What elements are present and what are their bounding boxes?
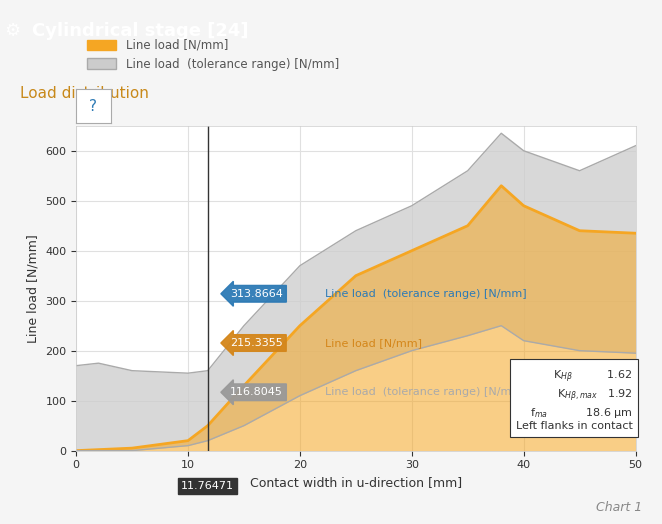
Y-axis label: Line load [N/mm]: Line load [N/mm]	[26, 234, 40, 343]
Text: Line load  (tolerance range) [N/mm]: Line load (tolerance range) [N/mm]	[325, 387, 527, 397]
Text: ?: ?	[89, 99, 97, 114]
Text: Load distribution: Load distribution	[20, 86, 148, 101]
X-axis label: Contact width in u-direction [mm]: Contact width in u-direction [mm]	[250, 476, 462, 489]
Text: Line load [N/mm]: Line load [N/mm]	[325, 338, 422, 348]
Text: 313.8664: 313.8664	[230, 289, 283, 299]
Text: Cylindrical stage [24]: Cylindrical stage [24]	[32, 23, 248, 40]
Legend: Line load [N/mm], Line load  (tolerance range) [N/mm]: Line load [N/mm], Line load (tolerance r…	[82, 34, 344, 75]
Text: 11.76471: 11.76471	[181, 481, 234, 491]
Text: 215.3355: 215.3355	[230, 338, 283, 348]
Text: K$_{H\beta}$          1.62
K$_{H\beta,max}$   1.92
f$_{ma}$           18.6 μm
Le: K$_{H\beta}$ 1.62 K$_{H\beta,max}$ 1.92 …	[516, 368, 633, 431]
Text: Line load  (tolerance range) [N/mm]: Line load (tolerance range) [N/mm]	[325, 289, 527, 299]
Text: ⚙: ⚙	[4, 23, 20, 40]
Text: 116.8045: 116.8045	[230, 387, 283, 397]
Text: Chart 1: Chart 1	[596, 501, 642, 514]
